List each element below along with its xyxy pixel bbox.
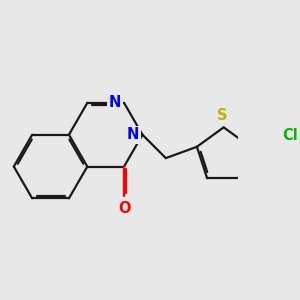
Text: N: N	[127, 127, 140, 142]
Text: N: N	[127, 127, 140, 142]
Text: Cl: Cl	[282, 128, 298, 143]
Text: S: S	[217, 108, 227, 123]
Text: N: N	[109, 95, 121, 110]
Text: Cl: Cl	[282, 128, 298, 143]
Text: N: N	[109, 95, 121, 110]
Text: O: O	[118, 202, 130, 217]
Text: S: S	[217, 108, 227, 123]
Text: O: O	[118, 202, 130, 217]
